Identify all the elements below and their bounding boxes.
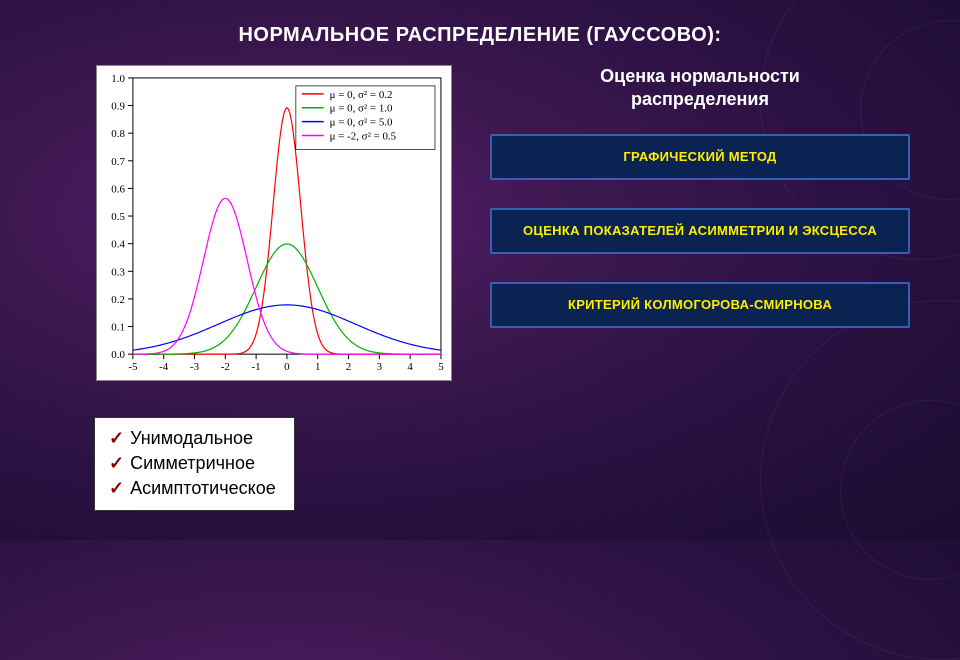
method-label: ОЦЕНКА ПОКАЗАТЕЛЕЙ АСИММЕТРИИ И ЭКСЦЕССА xyxy=(523,223,877,238)
svg-text:0.3: 0.3 xyxy=(111,266,125,278)
feature-box: ✓ Унимодальное ✓ Симметричное ✓ Асимптотиче… xyxy=(94,417,295,511)
method-box: ГРАФИЧЕСКИЙ МЕТОД xyxy=(490,134,910,180)
feature-label: Унимодальное xyxy=(130,428,253,448)
check-icon: ✓ xyxy=(109,478,124,498)
feature-row: ✓ Асимптотическое xyxy=(109,476,276,501)
feature-row: ✓ Симметричное xyxy=(109,451,276,476)
check-icon: ✓ xyxy=(109,428,124,448)
method-label: ГРАФИЧЕСКИЙ МЕТОД xyxy=(623,149,776,164)
svg-text:μ = 0, σ² = 1.0: μ = 0, σ² = 1.0 xyxy=(330,103,393,115)
method-label: КРИТЕРИЙ КОЛМОГОРОВА-СМИРНОВА xyxy=(568,297,832,312)
svg-text:-4: -4 xyxy=(159,361,169,373)
svg-text:0.9: 0.9 xyxy=(111,101,125,113)
svg-text:-3: -3 xyxy=(190,361,200,373)
svg-text:μ = -2, σ² = 0.5: μ = -2, σ² = 0.5 xyxy=(330,131,397,143)
svg-text:1: 1 xyxy=(315,361,320,373)
svg-text:4: 4 xyxy=(407,361,413,373)
svg-text:0.0: 0.0 xyxy=(111,349,125,361)
feature-label: Симметричное xyxy=(130,453,255,473)
svg-text:0.7: 0.7 xyxy=(111,156,125,168)
svg-text:1.0: 1.0 xyxy=(111,73,125,85)
svg-text:μ = 0, σ² = 5.0: μ = 0, σ² = 5.0 xyxy=(330,117,393,129)
subtitle-line1: Оценка нормальности xyxy=(600,66,800,86)
svg-text:0.1: 0.1 xyxy=(111,322,125,334)
method-box: ОЦЕНКА ПОКАЗАТЕЛЕЙ АСИММЕТРИИ И ЭКСЦЕССА xyxy=(490,208,910,254)
method-box: КРИТЕРИЙ КОЛМОГОРОВА-СМИРНОВА xyxy=(490,282,910,328)
svg-text:-1: -1 xyxy=(252,361,261,373)
svg-text:3: 3 xyxy=(377,361,383,373)
svg-text:0: 0 xyxy=(284,361,290,373)
svg-text:-5: -5 xyxy=(128,361,138,373)
svg-text:0.4: 0.4 xyxy=(111,239,125,251)
svg-text:0.6: 0.6 xyxy=(111,183,125,195)
distribution-chart: -5 -4 -3 -2 -1 0 1 2 3 4 5 0.0 0.1 0.2 0.3 0.4 0.5 0.6 0.7… xyxy=(96,65,452,381)
svg-text:-2: -2 xyxy=(221,361,230,373)
subtitle: Оценка нормальности распределения xyxy=(490,65,910,112)
feature-label: Асимптотическое xyxy=(130,478,276,498)
svg-text:μ = 0, σ² = 0.2: μ = 0, σ² = 0.2 xyxy=(330,89,393,101)
svg-text:5: 5 xyxy=(438,361,444,373)
check-icon: ✓ xyxy=(109,453,124,473)
feature-row: ✓ Унимодальное xyxy=(109,426,276,451)
svg-text:2: 2 xyxy=(346,361,351,373)
subtitle-line2: распределения xyxy=(631,89,769,109)
svg-text:0.2: 0.2 xyxy=(111,294,125,306)
svg-text:0.5: 0.5 xyxy=(111,211,125,223)
svg-text:0.8: 0.8 xyxy=(111,128,125,140)
